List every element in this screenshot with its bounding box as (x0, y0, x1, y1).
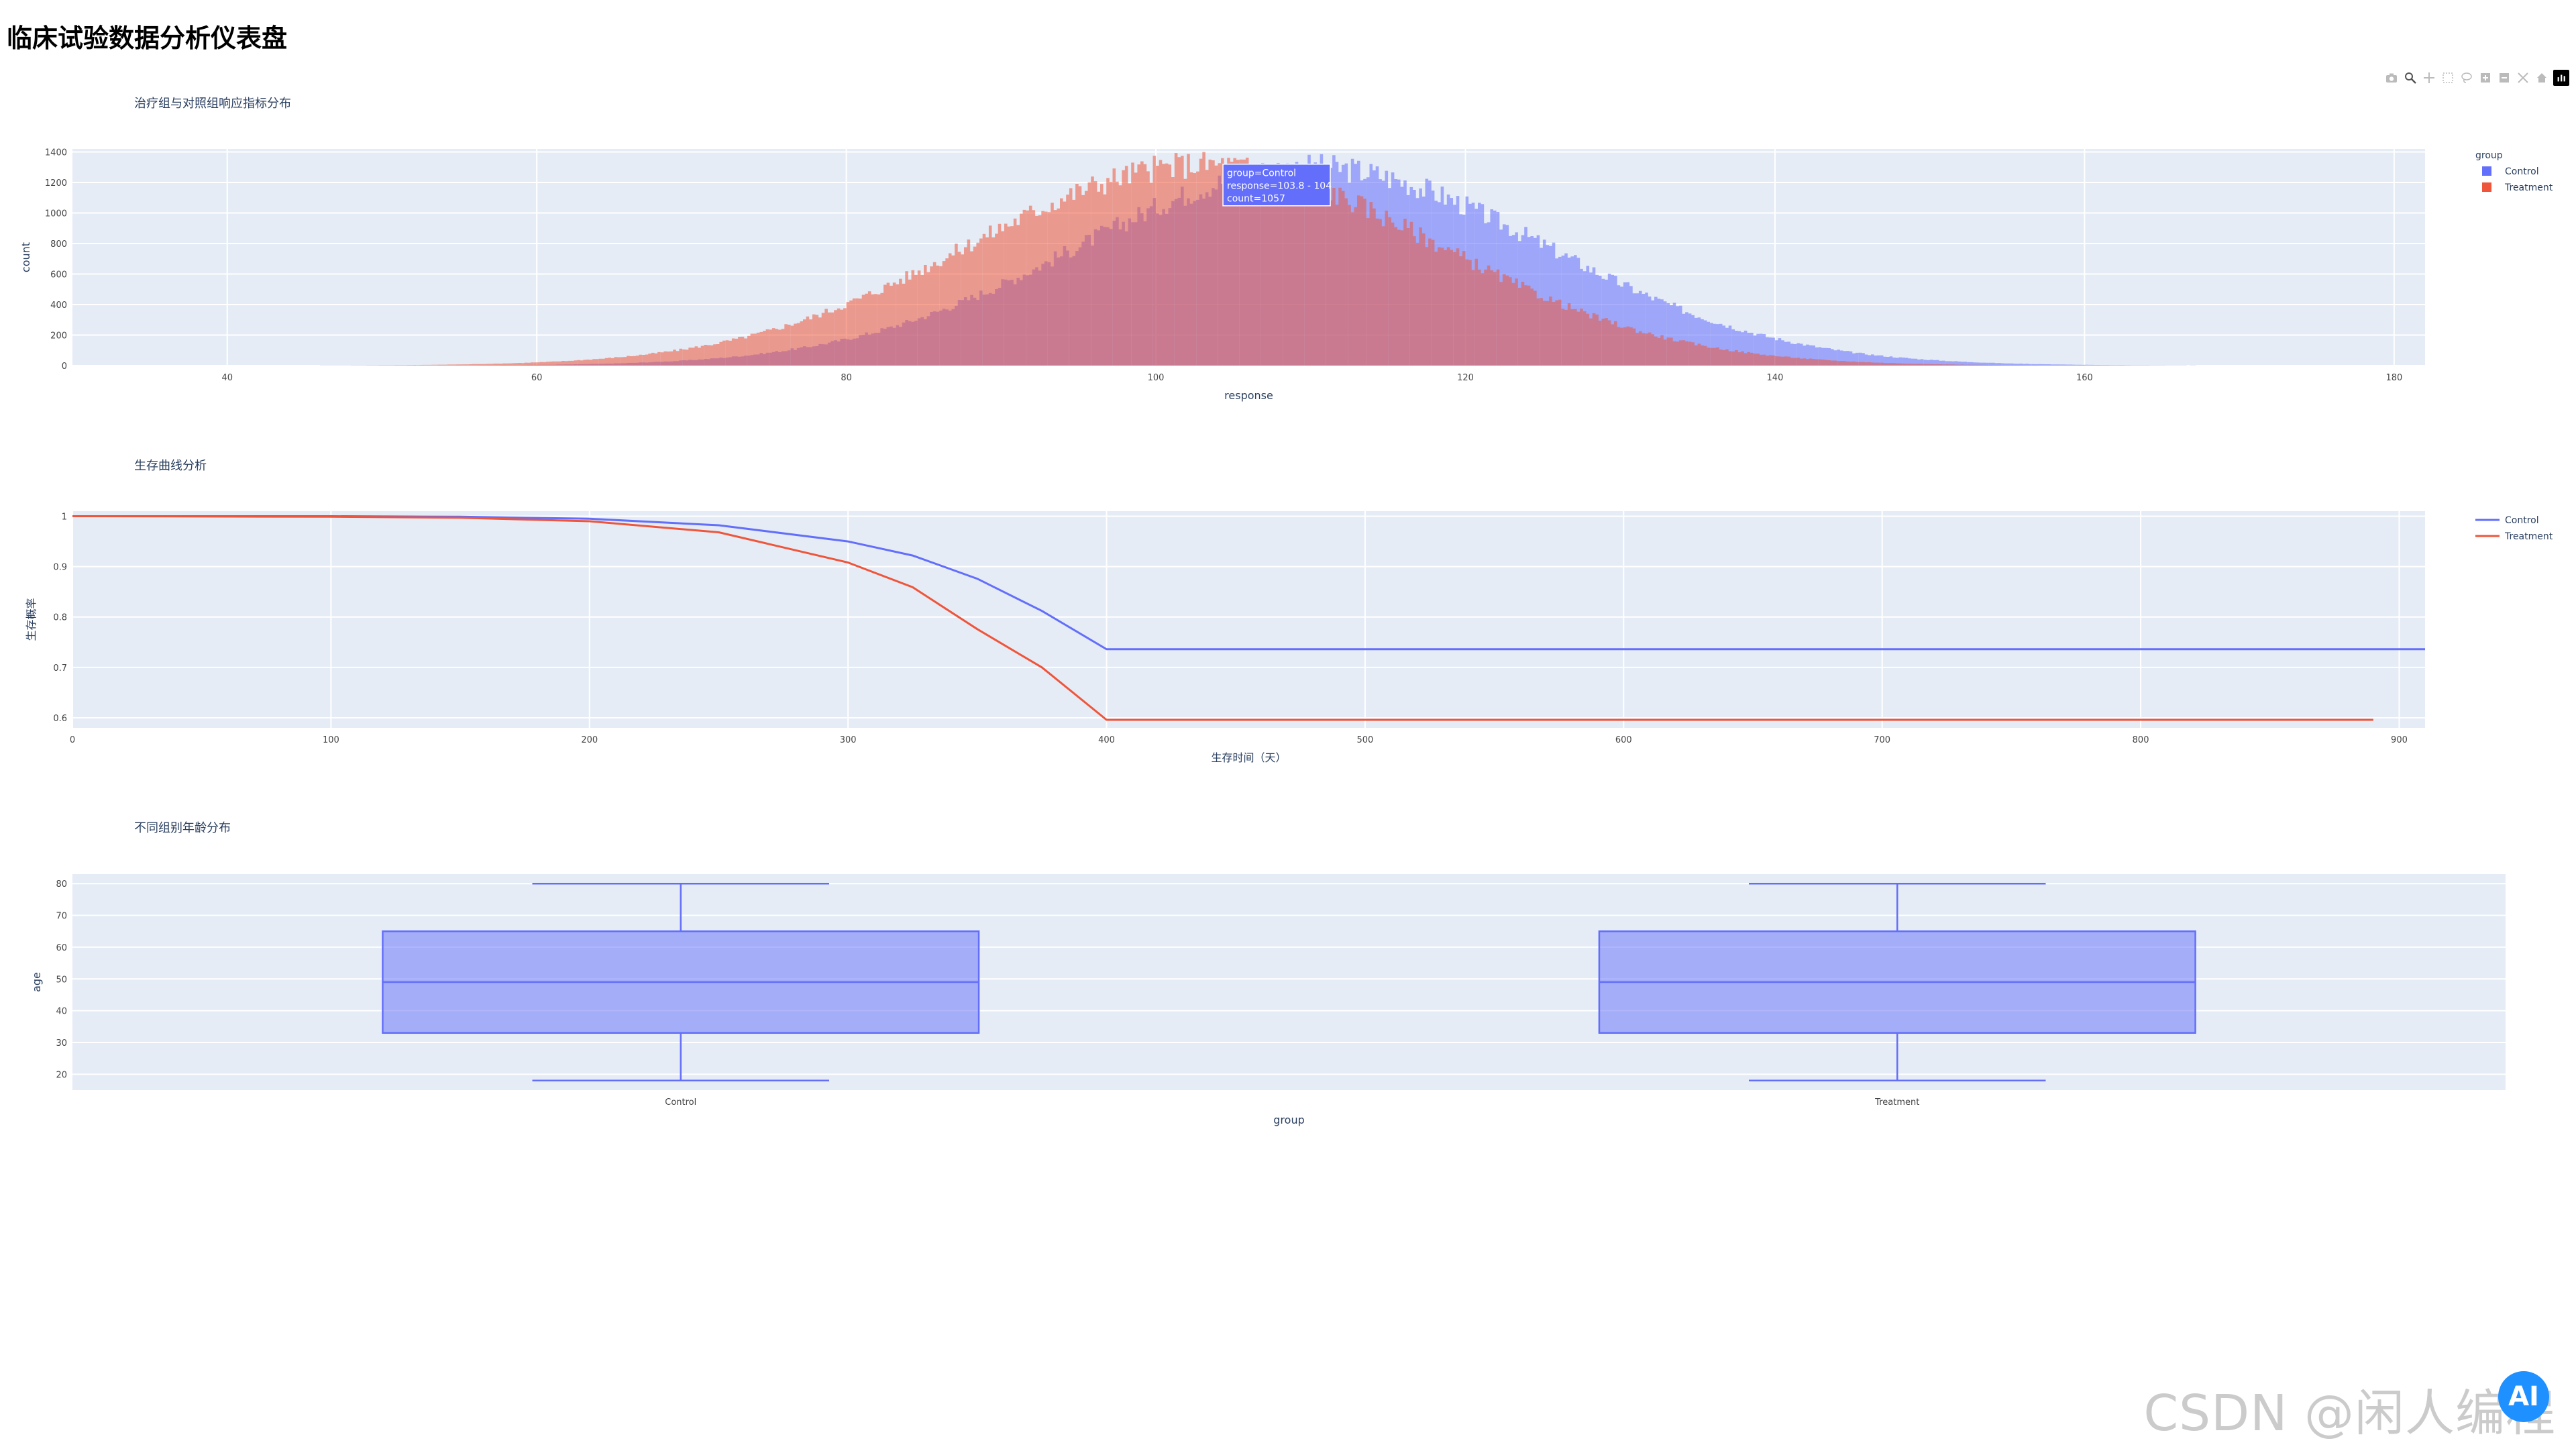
legend-item-control: Control (2505, 166, 2539, 177)
x-tick-label: 140 (1767, 373, 1784, 383)
plot-area (72, 511, 2425, 728)
x-tick-label: 400 (1098, 735, 1115, 745)
y-tick-label: 30 (56, 1038, 67, 1049)
y-axis-label: 生存概率 (25, 598, 38, 641)
tooltip-line: group=Control (1227, 168, 1296, 179)
chart-title: 不同组别年龄分布 (134, 821, 231, 835)
y-tick-label: 1200 (45, 178, 67, 189)
plotly-logo-icon[interactable] (2553, 70, 2569, 86)
legend-swatch-treatment (2482, 182, 2491, 192)
legend-title: group (2475, 150, 2503, 161)
y-tick-label: 0.9 (53, 563, 67, 573)
tooltip-line: count=1057 (1227, 194, 1285, 205)
x-tick-label: 60 (531, 373, 543, 383)
y-tick-label: 0.7 (53, 663, 67, 674)
y-tick-label: 40 (56, 1007, 67, 1017)
y-tick-label: 50 (56, 975, 67, 985)
x-tick-label: 120 (1457, 373, 1474, 383)
box-control (382, 882, 980, 1082)
chart-title: 治疗组与对照组响应指标分布 (134, 97, 291, 111)
x-tick-label: 500 (1357, 735, 1374, 745)
legend-item-control: Control (2505, 515, 2539, 526)
y-tick-label: 70 (56, 912, 67, 922)
camera-icon[interactable] (2384, 70, 2399, 85)
y-tick-label: 600 (50, 270, 67, 280)
x-tick-label: 200 (581, 735, 598, 745)
y-tick-label: 1000 (45, 209, 67, 219)
x-tick-label: 160 (2076, 373, 2093, 383)
x-tick-label: 900 (2391, 735, 2408, 745)
zoom-icon[interactable] (2403, 70, 2418, 85)
chart-1: 治疗组与对照组响应指标分布 0 200 400 600 800 1000 1200 1400 40… (19, 97, 2553, 402)
y-tick-label: 80 (56, 879, 67, 890)
ai-assistant-button[interactable]: AI (2498, 1371, 2549, 1422)
chart-title: 生存曲线分析 (134, 459, 207, 473)
x-tick-label: 40 (221, 373, 233, 383)
chart-2: 生存曲线分析 0.6 0.7 0.8 0.9 1 0 100 200 300 400 500 600 70… (25, 459, 2553, 764)
y-tick-label: 800 (50, 239, 67, 250)
survival-line-treatment (72, 515, 2373, 721)
histogram-bars-treatment (320, 152, 2085, 366)
y-axis-label: age (30, 972, 43, 992)
box-select-icon[interactable] (2440, 70, 2455, 85)
y-tick-label: 0 (62, 362, 67, 372)
box-treatment (1598, 882, 2196, 1082)
x-axis-label: response (1224, 389, 1273, 402)
zoom-in-icon[interactable] (2478, 70, 2493, 85)
pan-icon[interactable] (2422, 70, 2436, 85)
x-axis-label: group (1273, 1114, 1304, 1126)
y-tick-label: 1400 (45, 148, 67, 158)
tooltip-box (1222, 163, 1331, 207)
hover-tooltip: group=Control response=103.8 - 104 count=1… (1222, 163, 1332, 207)
chart-3: 不同组别年龄分布 20 30 40 50 60 70 80 Control Treatment gr… (30, 821, 2506, 1126)
y-tick-label: 0.8 (53, 613, 67, 623)
x-tick-label: 100 (1148, 373, 1165, 383)
x-tick-label: 80 (841, 373, 852, 383)
home-icon[interactable] (2534, 70, 2549, 85)
x-tick-label: Treatment (1874, 1097, 1919, 1108)
legend-swatch-control (2482, 166, 2491, 176)
x-tick-label: Control (665, 1097, 696, 1108)
modebar (2384, 68, 2576, 87)
tooltip-line: response=103.8 - 104 (1227, 181, 1332, 192)
autoscale-icon[interactable] (2516, 70, 2530, 85)
x-tick-label: 700 (1874, 735, 1890, 745)
y-tick-label: 200 (50, 331, 67, 341)
x-tick-label: 600 (1615, 735, 1632, 745)
x-tick-label: 100 (323, 735, 339, 745)
legend-item-treatment: Treatment (2504, 182, 2553, 193)
y-tick-label: 20 (56, 1070, 67, 1080)
x-axis-label: 生存时间（天） (1211, 751, 1286, 764)
x-tick-label: 300 (840, 735, 857, 745)
x-tick-label: 800 (2133, 735, 2149, 745)
zoom-out-icon[interactable] (2497, 70, 2512, 85)
lasso-icon[interactable] (2459, 70, 2474, 85)
x-tick-label: 0 (70, 735, 75, 745)
y-tick-label: 1 (62, 513, 67, 523)
y-tick-label: 400 (50, 301, 67, 311)
y-tick-label: 60 (56, 943, 67, 953)
x-tick-label: 180 (2385, 373, 2402, 383)
y-tick-label: 0.6 (53, 714, 67, 724)
legend-item-treatment: Treatment (2504, 531, 2553, 542)
y-axis-label: count (19, 242, 32, 272)
page-title: 临床试验数据分析仪表盘 (7, 23, 288, 53)
